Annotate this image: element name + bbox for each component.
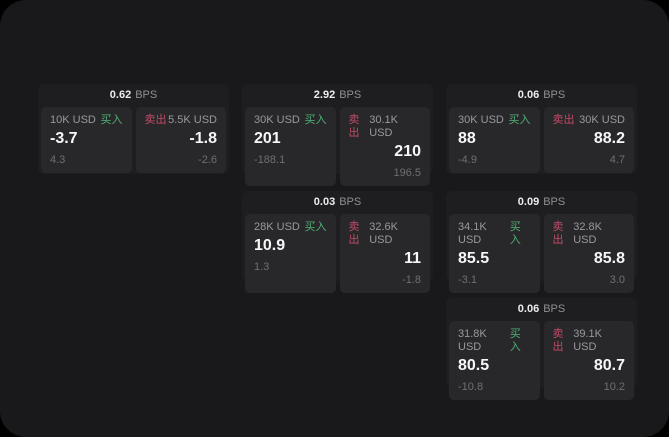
- buy-amount: 34.1K USD: [458, 221, 487, 246]
- spread-unit: BPS: [339, 89, 362, 101]
- sell-panel[interactable]: 卖出 30.1K USD 210 196.5: [339, 107, 430, 186]
- sell-price: 85.8: [593, 250, 625, 267]
- buy-price: 80.5: [458, 357, 490, 374]
- quote-card: 0.03 BPS 28K USD 买入 10.9 1.3 卖出 32.6K US…: [242, 191, 433, 293]
- sell-sub-value: 4.7: [609, 154, 625, 166]
- quote-card: 0.06 BPS 30K USD 买入 88 -4.9 卖出 30K USD 8…: [446, 84, 637, 174]
- sell-price: 88.2: [593, 130, 625, 147]
- sell-panel[interactable]: 卖出 39.1K USD 80.7 10.2: [543, 321, 634, 400]
- buy-panel[interactable]: 31.8K USD 买入 80.5 -10.8: [449, 321, 540, 400]
- buy-panel[interactable]: 30K USD 买入 88 -4.9: [449, 107, 540, 173]
- sell-price: 11: [404, 250, 421, 267]
- quote-panels: 28K USD 买入 10.9 1.3 卖出 32.6K USD 11 -1.8: [242, 214, 433, 296]
- sell-amount: 5.5K USD: [168, 114, 217, 126]
- card-header: 0.06 BPS: [446, 84, 637, 107]
- sell-sub-value: 196.5: [393, 167, 421, 179]
- quote-card: 0.06 BPS 31.8K USD 买入 80.5 -10.8 卖出 39.1…: [446, 298, 637, 400]
- sell-amount: 39.1K USD: [573, 328, 602, 353]
- spread-value: 0.06: [517, 303, 540, 315]
- spread-unit: BPS: [135, 89, 158, 101]
- spread-value: 0.09: [517, 196, 540, 208]
- quote-card: 0.09 BPS 34.1K USD 买入 85.5 -3.1 卖出 32.8K…: [446, 191, 637, 293]
- sell-side-label: 卖出: [348, 221, 360, 246]
- quote-panels: 30K USD 买入 88 -4.9 卖出 30K USD 88.2 4.7: [446, 107, 637, 176]
- sell-sub-value: 3.0: [609, 274, 625, 286]
- spread-value: 2.92: [313, 89, 336, 101]
- buy-sub-value: 4.3: [50, 154, 66, 166]
- spread-unit: BPS: [543, 303, 566, 315]
- buy-amount: 28K USD: [254, 221, 300, 233]
- buy-panel[interactable]: 28K USD 买入 10.9 1.3: [245, 214, 336, 293]
- sell-amount: 30K USD: [579, 114, 625, 126]
- buy-price: 85.5: [458, 250, 490, 267]
- quote-panels: 34.1K USD 买入 85.5 -3.1 卖出 32.8K USD 85.8…: [446, 214, 637, 296]
- sell-side-label: 卖出: [552, 221, 564, 246]
- quote-panels: 30K USD 买入 201 -188.1 卖出 30.1K USD 210 1…: [242, 107, 433, 189]
- buy-panel[interactable]: 34.1K USD 买入 85.5 -3.1: [449, 214, 540, 293]
- card-header: 0.09 BPS: [446, 191, 637, 214]
- buy-side-label: 买入: [509, 328, 521, 353]
- card-header: 0.06 BPS: [446, 298, 637, 321]
- buy-sub-value: -4.9: [458, 154, 477, 166]
- quote-panels: 31.8K USD 买入 80.5 -10.8 卖出 39.1K USD 80.…: [446, 321, 637, 403]
- buy-amount: 30K USD: [254, 114, 300, 126]
- sell-panel[interactable]: 卖出 32.8K USD 85.8 3.0: [543, 214, 634, 293]
- sell-panel[interactable]: 卖出 5.5K USD -1.8 -2.6: [135, 107, 226, 173]
- buy-price: -3.7: [50, 130, 78, 147]
- spread-unit: BPS: [543, 196, 566, 208]
- sell-side-label: 卖出: [552, 328, 564, 353]
- sell-sub-value: 10.2: [603, 381, 625, 393]
- buy-side-label: 买入: [509, 221, 521, 246]
- quote-panels: 10K USD 买入 -3.7 4.3 卖出 5.5K USD -1.8 -2.…: [38, 107, 229, 176]
- buy-panel[interactable]: 30K USD 买入 201 -188.1: [245, 107, 336, 186]
- spread-value: 0.03: [313, 196, 336, 208]
- buy-sub-value: -3.1: [458, 274, 477, 286]
- sell-side-label: 卖出: [144, 114, 167, 126]
- buy-price: 201: [254, 130, 281, 147]
- sell-panel[interactable]: 卖出 32.6K USD 11 -1.8: [339, 214, 430, 293]
- quote-card: 0.62 BPS 10K USD 买入 -3.7 4.3 卖出 5.5K USD…: [38, 84, 229, 174]
- buy-side-label: 买入: [304, 114, 327, 126]
- card-header: 2.92 BPS: [242, 84, 433, 107]
- buy-amount: 31.8K USD: [458, 328, 487, 353]
- spread-value: 0.62: [109, 89, 132, 101]
- sell-amount: 32.8K USD: [573, 221, 602, 246]
- buy-side-label: 买入: [100, 114, 123, 126]
- sell-panel[interactable]: 卖出 30K USD 88.2 4.7: [543, 107, 634, 173]
- sell-side-label: 卖出: [552, 114, 575, 126]
- buy-amount: 30K USD: [458, 114, 504, 126]
- buy-price: 88: [458, 130, 476, 147]
- sell-sub-value: -1.8: [402, 274, 421, 286]
- buy-side-label: 买入: [508, 114, 531, 126]
- spread-value: 0.06: [517, 89, 540, 101]
- spread-unit: BPS: [543, 89, 566, 101]
- sell-price: -1.8: [189, 130, 217, 147]
- sell-side-label: 卖出: [348, 114, 360, 139]
- buy-sub-value: 1.3: [254, 261, 270, 273]
- quote-card: 2.92 BPS 30K USD 买入 201 -188.1 卖出 30.1K …: [242, 84, 433, 186]
- buy-sub-value: -188.1: [254, 154, 286, 166]
- card-header: 0.03 BPS: [242, 191, 433, 214]
- sell-sub-value: -2.6: [198, 154, 217, 166]
- buy-amount: 10K USD: [50, 114, 96, 126]
- spread-unit: BPS: [339, 196, 362, 208]
- sell-price: 210: [394, 143, 421, 160]
- buy-panel[interactable]: 10K USD 买入 -3.7 4.3: [41, 107, 132, 173]
- sell-amount: 32.6K USD: [369, 221, 398, 246]
- buy-sub-value: -10.8: [458, 381, 484, 393]
- card-header: 0.62 BPS: [38, 84, 229, 107]
- buy-price: 10.9: [254, 237, 286, 254]
- sell-amount: 30.1K USD: [369, 114, 398, 139]
- sell-price: 80.7: [593, 357, 625, 374]
- buy-side-label: 买入: [304, 221, 327, 233]
